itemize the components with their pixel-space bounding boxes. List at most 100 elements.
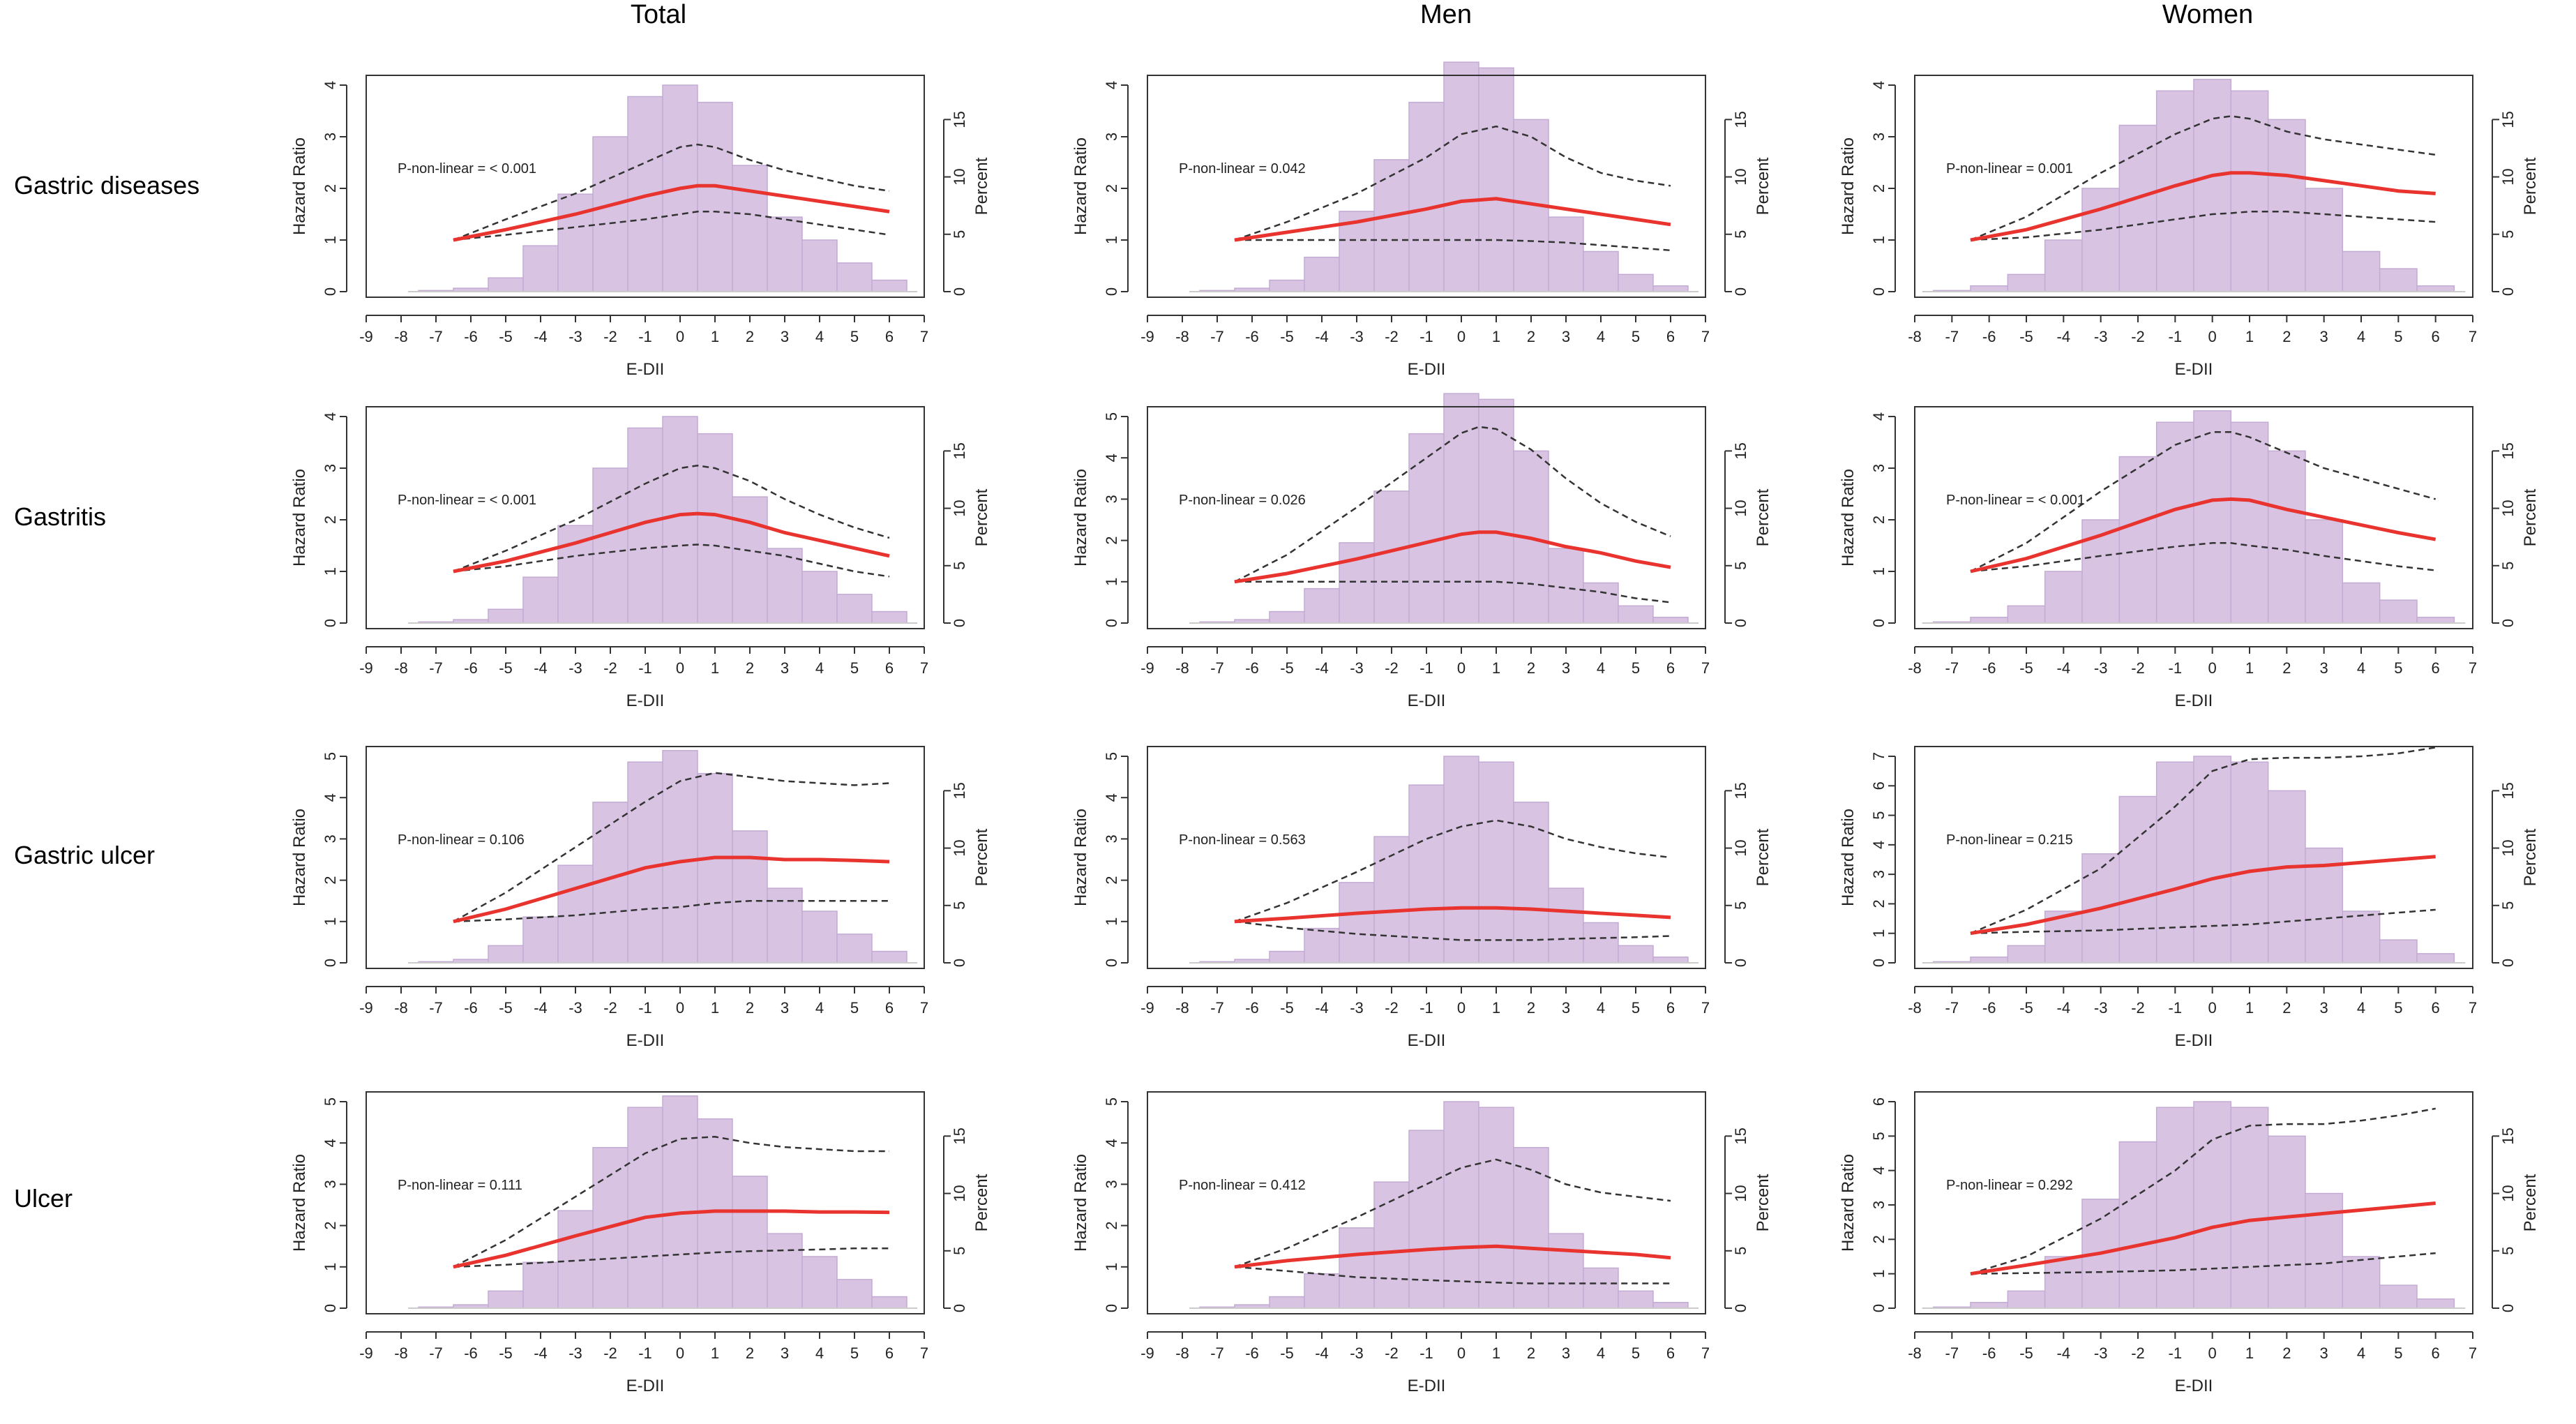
x-tick-label: -6 xyxy=(1982,999,1996,1017)
y2-tick-label: 5 xyxy=(2499,901,2517,910)
hazard-ratio-line xyxy=(1234,197,1671,242)
y2-tick-label: 0 xyxy=(951,959,968,967)
x-tick-label: -4 xyxy=(2057,1344,2071,1362)
histogram-bar xyxy=(697,772,733,964)
plot-frame xyxy=(1147,1091,1706,1314)
hazard-ratio-line xyxy=(1970,171,2436,242)
y2-tick-label: 10 xyxy=(2499,1185,2517,1201)
y-tick-label: 5 xyxy=(1103,752,1120,760)
panel-gastritis-total: -9 -8 -7 -6 -5 -4 -3 -2 -1 0 1 2 3 4 5 6 7 E-DII 0 1 2 3 4 Haza… xyxy=(290,406,991,710)
x-tick-label: 6 xyxy=(1666,1344,1675,1362)
histogram-bar xyxy=(1652,957,1689,964)
x-tick-label: -9 xyxy=(359,659,373,677)
y-tick-label: 0 xyxy=(1103,959,1120,967)
histogram-bar xyxy=(1478,67,1514,292)
y-tick-label: 4 xyxy=(1103,454,1120,462)
x-tick-label: 3 xyxy=(2320,1344,2328,1362)
histogram-bar xyxy=(2118,1141,2157,1309)
x-tick-label: 7 xyxy=(920,999,928,1017)
x-tick-label: -2 xyxy=(1385,328,1399,345)
x-tick-label: 3 xyxy=(781,328,789,345)
histogram-bar xyxy=(697,101,733,292)
lower-ci-line xyxy=(1970,211,2436,241)
x-tick-label: 0 xyxy=(1457,659,1466,677)
x-tick-label: 5 xyxy=(850,328,859,345)
y-axis-label: Hazard Ratio xyxy=(1839,809,1858,906)
y2-tick-label: 0 xyxy=(2499,619,2517,627)
x-tick-label: -2 xyxy=(603,1344,617,1362)
x-tick-label: -6 xyxy=(1245,659,1259,677)
x-axis-label: E-DII xyxy=(1408,1377,1446,1395)
x-tick-label: -1 xyxy=(1419,659,1433,677)
x-tick-label: -8 xyxy=(394,1344,408,1362)
y-tick-label: 6 xyxy=(1870,1097,1888,1106)
y2-tick-label: 10 xyxy=(2499,168,2517,185)
y2-tick-label: 15 xyxy=(2499,782,2517,799)
histogram-bar xyxy=(2007,1290,2046,1309)
x-tick-label: 5 xyxy=(1632,1344,1640,1362)
y-tick-label: 3 xyxy=(322,464,339,472)
y-tick-label: 4 xyxy=(1870,81,1888,89)
histogram-bar xyxy=(2007,945,2046,964)
x-tick-label: -8 xyxy=(1175,328,1189,345)
histogram-bar xyxy=(2155,1107,2194,1309)
x-tick-label: 4 xyxy=(815,659,824,677)
histogram-bar xyxy=(2267,119,2306,292)
y2-tick-label: 15 xyxy=(1732,442,1749,459)
x-tick-label: -4 xyxy=(2057,999,2071,1017)
x-tick-label: -7 xyxy=(1945,328,1959,345)
x-tick-label: -9 xyxy=(1140,659,1154,677)
y-tick-label: 0 xyxy=(322,619,339,627)
x-tick-label: 4 xyxy=(1597,659,1605,677)
upper-ci-line xyxy=(1234,125,1671,241)
x-tick-label: -6 xyxy=(464,659,478,677)
y-tick-label: 1 xyxy=(1870,236,1888,244)
x-tick-label: -9 xyxy=(1140,999,1154,1017)
y2-tick-label: 10 xyxy=(951,839,968,856)
plot-frame xyxy=(1147,406,1706,629)
y2-tick-label: 15 xyxy=(2499,111,2517,128)
y-tick-label: 0 xyxy=(322,959,339,967)
y-tick-label: 3 xyxy=(322,133,339,141)
histogram-bar xyxy=(1618,273,1654,292)
histogram-bar xyxy=(2416,617,2455,624)
x-tick-label: 7 xyxy=(2469,1344,2477,1362)
histogram-bar xyxy=(488,945,524,964)
y-tick-label: 5 xyxy=(322,752,339,760)
histogram-bar xyxy=(836,594,873,624)
y-tick-label: 2 xyxy=(1870,1235,1888,1243)
histogram-bar xyxy=(2230,1107,2269,1309)
y-axis-label: Hazard Ratio xyxy=(290,809,309,906)
x-tick-label: 1 xyxy=(1492,999,1500,1017)
upper-ci-line xyxy=(1970,747,2436,934)
x-tick-label: -1 xyxy=(2169,328,2183,345)
histogram-bar xyxy=(767,1233,803,1309)
histogram-bar xyxy=(522,576,559,624)
panel-ulcer-men: -9 -8 -7 -6 -5 -4 -3 -2 -1 0 1 2 3 4 5 6 7 E-DII 0 1 2 3 4 5 Haz… xyxy=(1071,1091,1772,1395)
x-tick-label: -8 xyxy=(1175,999,1189,1017)
x-tick-label: 3 xyxy=(2320,999,2328,1017)
x-tick-label: -8 xyxy=(1908,328,1922,345)
x-tick-label: 6 xyxy=(1666,659,1675,677)
histogram-bar xyxy=(2379,599,2418,624)
plot-frame xyxy=(366,406,925,629)
x-tick-label: 0 xyxy=(676,1344,684,1362)
y-tick-label: 4 xyxy=(1870,1167,1888,1175)
x-tick-label: -4 xyxy=(1315,999,1329,1017)
y2-tick-label: 0 xyxy=(1732,959,1749,967)
y2-tick-label: 5 xyxy=(951,1247,968,1255)
x-tick-label: 3 xyxy=(1562,999,1570,1017)
y-tick-label: 1 xyxy=(322,567,339,576)
y2-axis-label: Percent xyxy=(2521,488,2540,546)
histogram-bar xyxy=(1478,1107,1514,1309)
lower-ci-line xyxy=(1235,580,1671,604)
y-axis-label: Hazard Ratio xyxy=(1839,1154,1858,1252)
p-nonlinear-annotation: P-non-linear = < 0.001 xyxy=(398,161,536,177)
x-tick-label: 2 xyxy=(1527,999,1535,1017)
row-label-gastric-ulcer: Gastric ulcer xyxy=(14,841,156,869)
x-tick-label: 5 xyxy=(1632,328,1640,345)
y-tick-label: 2 xyxy=(322,516,339,524)
y2-tick-label: 10 xyxy=(951,1185,968,1201)
x-tick-label: -6 xyxy=(464,1344,478,1362)
p-nonlinear-annotation: P-non-linear = 0.026 xyxy=(1179,493,1306,508)
